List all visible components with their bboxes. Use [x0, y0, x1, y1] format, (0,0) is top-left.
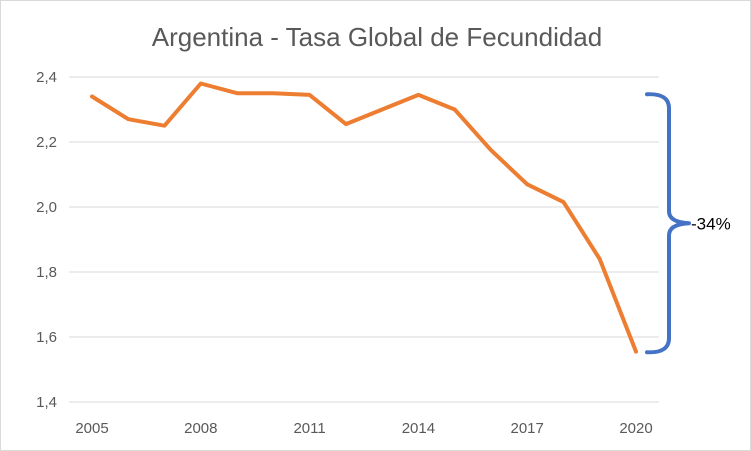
curly-brace-annotation [645, 92, 691, 355]
y-tick-label: 1,8 [36, 264, 57, 281]
x-tick-label: 2014 [402, 420, 435, 437]
y-tick-label: 2,2 [36, 134, 57, 151]
x-tick-label: 2005 [75, 420, 108, 437]
chart-title: Argentina - Tasa Global de Fecundidad [152, 22, 602, 52]
annotation-label: -34% [691, 214, 731, 233]
x-tick-label: 2011 [293, 420, 325, 437]
y-tick-label: 1,6 [36, 329, 57, 346]
y-tick-label: 2,0 [36, 199, 57, 216]
y-tick-label: 2,4 [36, 69, 57, 86]
x-tick-label: 2017 [511, 420, 544, 437]
x-axis-ticks: 2005 2008 2011 2014 2017 2020 [75, 420, 652, 437]
series-line-0 [90, 81, 638, 354]
x-tick-label: 2008 [184, 420, 217, 437]
series-layer [90, 81, 638, 354]
x-tick-label: 2020 [619, 420, 652, 437]
y-axis-ticks: 1,4 1,6 1,8 2,0 2,2 2,4 [36, 69, 57, 411]
annotation-layer: -34% [645, 92, 731, 355]
grid-lines [69, 76, 659, 403]
y-tick-label: 1,4 [36, 394, 57, 411]
